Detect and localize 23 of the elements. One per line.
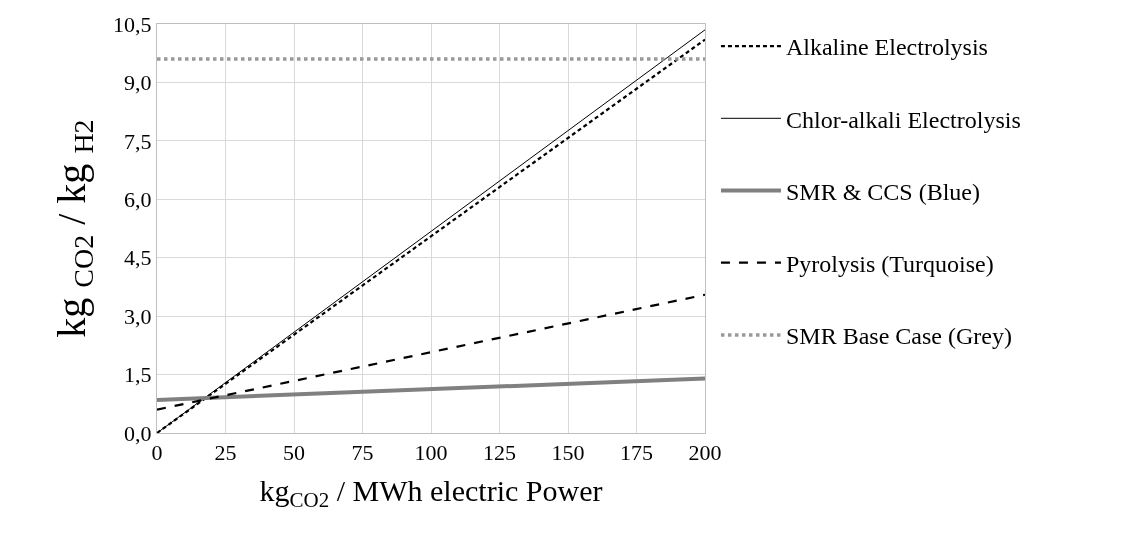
x-tick-label: 50 [283,440,305,466]
x-tick-label: 0 [151,440,163,466]
legend-label: Chlor-alkali Electrolysis [785,106,1021,133]
x-axis-title: kg$_{CO2}$ / MWh electric Power [259,473,603,513]
legend-label: SMR & CCS (Blue) [785,178,981,205]
y-tick-label: 6,0 [124,186,152,212]
x-tick-label: 125 [483,440,516,466]
legend-label: Alkaline Electrolysis [785,34,988,61]
x-tick-label: 75 [351,440,374,466]
y-tick-label: 9,0 [124,70,152,96]
x-tick-label: 200 [688,440,722,466]
y-tick-label: 10,5 [113,11,152,37]
x-tick-label: 175 [620,440,653,466]
x-tick-label: 25 [214,440,237,466]
legend-label: SMR Base Case (Grey) [785,323,1012,350]
y-tick-label: 4,5 [124,245,152,271]
y-tick-label: 0,0 [124,420,152,446]
y-tick-label: 7,5 [124,128,152,154]
x-tick-label: 150 [551,440,585,466]
y-tick-label: 1,5 [124,362,152,388]
y-tick-label: 3,0 [124,303,152,329]
x-tick-label: 100 [414,440,448,466]
legend-label: Pyrolysis (Turquoise) [785,251,994,278]
